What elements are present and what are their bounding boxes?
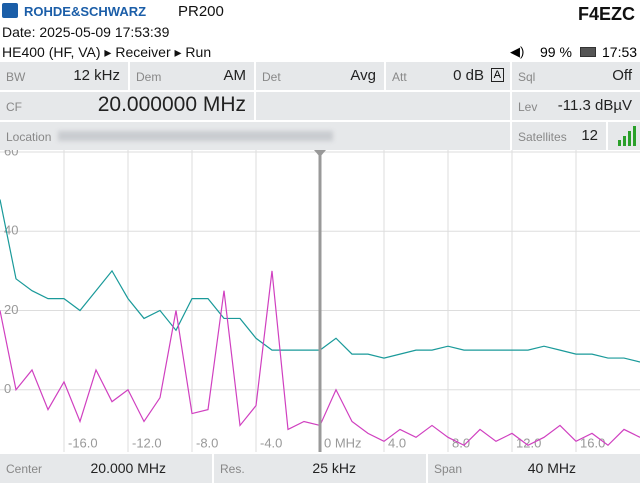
label: Satellites xyxy=(518,130,567,144)
value: 12 xyxy=(581,127,598,144)
value: 0 dB xyxy=(453,67,484,84)
value: Off xyxy=(612,67,632,84)
value: AM xyxy=(223,67,247,84)
callsign: F4EZC xyxy=(577,4,635,24)
y-tick-label: 20 xyxy=(4,302,18,317)
time: 17:53 xyxy=(602,44,638,60)
cf-cell[interactable]: CF 20.000000 MHz xyxy=(0,92,254,120)
center-cell[interactable]: Center 20.000 MHz xyxy=(0,454,212,483)
y-tick-label: 60 xyxy=(4,150,18,158)
battery: 99 % xyxy=(540,44,572,60)
label: Location xyxy=(6,130,52,144)
battery-icon xyxy=(580,47,596,57)
value: 20.000 MHz xyxy=(90,460,166,476)
label: Dem xyxy=(136,70,162,84)
label: CF xyxy=(6,100,22,114)
x-tick-label: -16.0 xyxy=(68,435,98,450)
label: Lev xyxy=(518,100,538,114)
x-tick-label: -4.0 xyxy=(260,435,282,450)
x-tick-label: -12.0 xyxy=(132,435,162,450)
bw-cell[interactable]: BW 12 kHz xyxy=(0,62,128,90)
label: BW xyxy=(6,70,26,84)
x-tick-label: -8.0 xyxy=(196,435,218,450)
signal-cell xyxy=(608,122,640,150)
x-tick-label: 0 MHz xyxy=(324,435,362,450)
y-tick-label: 40 xyxy=(4,223,18,238)
value: 25 kHz xyxy=(312,460,356,476)
lev-cell[interactable]: Lev -11.3 dBµV xyxy=(512,92,640,120)
path-item[interactable]: HE400 (HF, VA) xyxy=(2,44,101,60)
location-cell: Location xyxy=(0,122,510,150)
label: Res. xyxy=(220,462,245,476)
blurred-location xyxy=(58,131,333,141)
date: Date: 2025-05-09 17:53:39 xyxy=(2,24,170,40)
value: Avg xyxy=(350,67,376,84)
empty-cell xyxy=(256,92,510,120)
value: 12 kHz xyxy=(73,67,120,84)
brand: ROHDE&SCHWARZ xyxy=(24,4,147,19)
dem-cell[interactable]: Dem AM xyxy=(130,62,254,90)
y-tick-label: 0 xyxy=(4,381,11,396)
label: Span xyxy=(434,462,463,476)
model: PR200 xyxy=(178,3,224,20)
logo-icon xyxy=(2,3,18,18)
res-cell[interactable]: Res. 25 kHz xyxy=(214,454,426,483)
x-tick-label: 8.0 xyxy=(452,435,470,450)
span-cell[interactable]: Span 40 MHz xyxy=(428,454,640,483)
label: Att xyxy=(392,70,407,84)
att-cell[interactable]: Att 0 dB A xyxy=(386,62,510,90)
value: 40 MHz xyxy=(527,460,576,476)
spectrum-chart: 0 20 40 60 -16.0 -12.0 -8.0 -4.0 0 MHz 4.0 8.0 12.0… xyxy=(0,150,640,452)
breadcrumb: HE400 (HF, VA) ▸ Receiver ▸ Run xyxy=(2,44,212,60)
att-mode: A xyxy=(490,68,504,82)
label: Sql xyxy=(518,70,536,84)
speaker-icon: ◀) xyxy=(510,44,525,59)
path-item[interactable]: Run xyxy=(185,44,212,60)
satellites-cell: Satellites 12 xyxy=(512,122,606,150)
value: -11.3 dBµV xyxy=(557,97,632,114)
path-item[interactable]: Receiver xyxy=(115,44,171,60)
det-cell[interactable]: Det Avg xyxy=(256,62,384,90)
label: Center xyxy=(6,462,43,476)
label: Det xyxy=(262,70,281,84)
value: 20.000000 MHz xyxy=(97,93,246,116)
sql-cell[interactable]: Sql Off xyxy=(512,62,640,90)
x-tick-label: 12.0 xyxy=(516,435,541,450)
x-tick-label: 4.0 xyxy=(388,435,406,450)
marker-handle xyxy=(314,150,326,157)
signal-icon xyxy=(618,126,636,146)
